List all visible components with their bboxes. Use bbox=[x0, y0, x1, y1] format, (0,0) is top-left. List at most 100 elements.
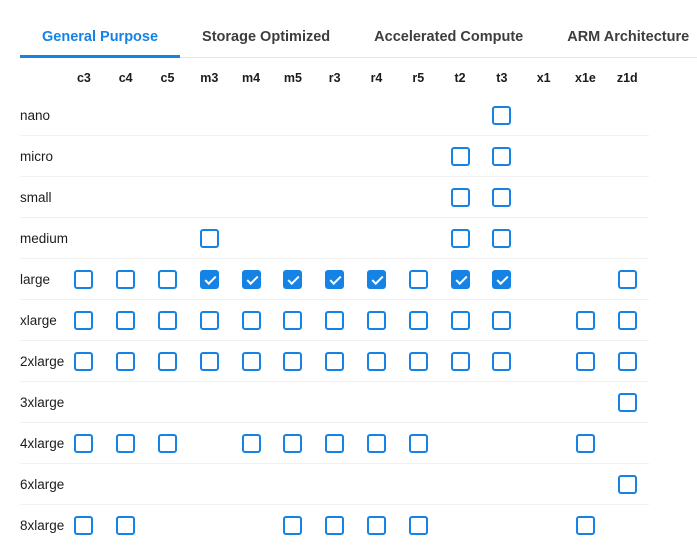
checkbox-4xlarge-m5[interactable] bbox=[283, 433, 303, 453]
checkbox-4xlarge-m4[interactable] bbox=[241, 433, 261, 453]
cell bbox=[439, 300, 481, 340]
cell bbox=[356, 341, 398, 381]
checkbox-6xlarge-z1d[interactable] bbox=[617, 474, 637, 494]
checkbox-8xlarge-x1e[interactable] bbox=[575, 516, 595, 535]
cell bbox=[188, 218, 230, 258]
checkbox-2xlarge-r4[interactable] bbox=[366, 351, 386, 371]
checkbox-3xlarge-z1d[interactable] bbox=[617, 392, 637, 412]
checkbox-2xlarge-m3[interactable] bbox=[199, 351, 219, 371]
checkbox-8xlarge-r5[interactable] bbox=[408, 516, 428, 535]
checkbox-medium-m3[interactable] bbox=[199, 228, 219, 248]
checkbox-xlarge-r5[interactable] bbox=[408, 310, 428, 330]
empty-cell bbox=[147, 464, 189, 504]
checkbox-large-r4[interactable] bbox=[366, 269, 386, 289]
checkbox-4xlarge-r3[interactable] bbox=[325, 433, 345, 453]
empty-cell bbox=[481, 423, 523, 463]
checkbox-8xlarge-r4[interactable] bbox=[366, 516, 386, 535]
checkbox-large-t3[interactable] bbox=[492, 269, 512, 289]
checkbox-large-m4[interactable] bbox=[241, 269, 261, 289]
checkbox-xlarge-c3[interactable] bbox=[74, 310, 94, 330]
checkbox-4xlarge-x1e[interactable] bbox=[575, 433, 595, 453]
checkbox-xlarge-x1e[interactable] bbox=[575, 310, 595, 330]
checkbox-xlarge-c4[interactable] bbox=[116, 310, 136, 330]
cell bbox=[230, 259, 272, 299]
empty-cell bbox=[481, 505, 523, 546]
checkbox-micro-t2[interactable] bbox=[450, 146, 470, 166]
checkbox-2xlarge-m4[interactable] bbox=[241, 351, 261, 371]
empty-cell bbox=[523, 464, 565, 504]
cell bbox=[314, 423, 356, 463]
cell bbox=[439, 136, 481, 176]
cell bbox=[188, 341, 230, 381]
checkbox-xlarge-z1d[interactable] bbox=[617, 310, 637, 330]
empty-cell bbox=[188, 95, 230, 135]
checkbox-nano-t3[interactable] bbox=[492, 105, 512, 125]
checkbox-large-m3[interactable] bbox=[199, 269, 219, 289]
checkbox-micro-t3[interactable] bbox=[492, 146, 512, 166]
checkbox-small-t2[interactable] bbox=[450, 187, 470, 207]
empty-cell bbox=[63, 177, 105, 217]
empty-cell bbox=[565, 382, 607, 422]
empty-cell bbox=[63, 218, 105, 258]
checkbox-8xlarge-m5[interactable] bbox=[283, 516, 303, 535]
checkbox-2xlarge-r3[interactable] bbox=[325, 351, 345, 371]
tab-accelerated-compute[interactable]: Accelerated Compute bbox=[374, 29, 524, 45]
empty-cell bbox=[63, 464, 105, 504]
checkbox-xlarge-t2[interactable] bbox=[450, 310, 470, 330]
checkbox-8xlarge-r3[interactable] bbox=[325, 516, 345, 535]
checkbox-large-c3[interactable] bbox=[74, 269, 94, 289]
row-label-micro: micro bbox=[20, 148, 53, 164]
empty-cell bbox=[606, 95, 648, 135]
checkbox-large-m5[interactable] bbox=[283, 269, 303, 289]
checkbox-2xlarge-r5[interactable] bbox=[408, 351, 428, 371]
checkbox-4xlarge-c4[interactable] bbox=[116, 433, 136, 453]
checkbox-2xlarge-c5[interactable] bbox=[157, 351, 177, 371]
checkbox-xlarge-r3[interactable] bbox=[325, 310, 345, 330]
cell bbox=[105, 341, 147, 381]
checkbox-large-t2[interactable] bbox=[450, 269, 470, 289]
checkbox-xlarge-r4[interactable] bbox=[366, 310, 386, 330]
checkbox-4xlarge-r5[interactable] bbox=[408, 433, 428, 453]
checkbox-xlarge-m5[interactable] bbox=[283, 310, 303, 330]
checkbox-2xlarge-m5[interactable] bbox=[283, 351, 303, 371]
empty-cell bbox=[481, 382, 523, 422]
tab-bar: General Purpose Storage Optimized Accele… bbox=[20, 22, 697, 58]
checkbox-2xlarge-c4[interactable] bbox=[116, 351, 136, 371]
checkbox-2xlarge-x1e[interactable] bbox=[575, 351, 595, 371]
checkbox-4xlarge-c3[interactable] bbox=[74, 433, 94, 453]
empty-cell bbox=[272, 136, 314, 176]
checkbox-small-t3[interactable] bbox=[492, 187, 512, 207]
checkbox-2xlarge-t3[interactable] bbox=[492, 351, 512, 371]
cell bbox=[397, 505, 439, 546]
checkbox-8xlarge-c4[interactable] bbox=[116, 516, 136, 535]
checkbox-large-c4[interactable] bbox=[116, 269, 136, 289]
column-header-t3: t3 bbox=[496, 71, 508, 85]
empty-cell bbox=[147, 505, 189, 546]
checkbox-large-r3[interactable] bbox=[325, 269, 345, 289]
empty-cell bbox=[523, 218, 565, 258]
tab-arm-architecture[interactable]: ARM Architecture bbox=[567, 29, 690, 45]
checkbox-8xlarge-c3[interactable] bbox=[74, 516, 94, 535]
checkbox-xlarge-m4[interactable] bbox=[241, 310, 261, 330]
checkbox-4xlarge-c5[interactable] bbox=[157, 433, 177, 453]
tab-general-purpose[interactable]: General Purpose bbox=[20, 22, 181, 58]
checkbox-xlarge-c5[interactable] bbox=[157, 310, 177, 330]
checkbox-large-r5[interactable] bbox=[408, 269, 428, 289]
empty-cell bbox=[565, 95, 607, 135]
tab-storage-optimized[interactable]: Storage Optimized bbox=[202, 29, 331, 45]
checkbox-2xlarge-t2[interactable] bbox=[450, 351, 470, 371]
checkbox-xlarge-m3[interactable] bbox=[199, 310, 219, 330]
checkbox-medium-t2[interactable] bbox=[450, 228, 470, 248]
checkbox-large-z1d[interactable] bbox=[617, 269, 637, 289]
checkbox-2xlarge-c3[interactable] bbox=[74, 351, 94, 371]
cell bbox=[439, 218, 481, 258]
cell bbox=[481, 95, 523, 135]
empty-cell bbox=[356, 382, 398, 422]
checkbox-2xlarge-z1d[interactable] bbox=[617, 351, 637, 371]
checkbox-xlarge-t3[interactable] bbox=[492, 310, 512, 330]
checkbox-4xlarge-r4[interactable] bbox=[366, 433, 386, 453]
checkbox-large-c5[interactable] bbox=[157, 269, 177, 289]
checkbox-medium-t3[interactable] bbox=[492, 228, 512, 248]
empty-cell bbox=[230, 136, 272, 176]
